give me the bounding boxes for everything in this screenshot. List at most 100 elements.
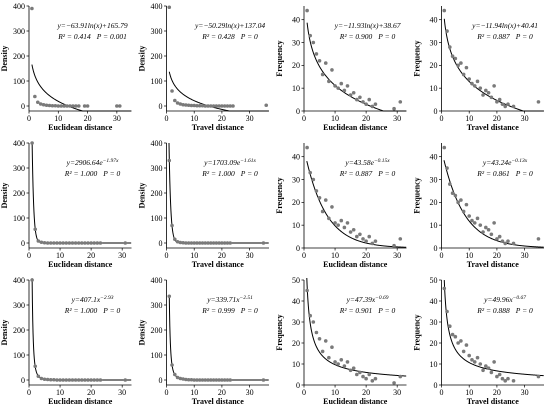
data-point — [330, 68, 334, 72]
data-point — [308, 313, 313, 318]
fit-equation: y=43.58e−0.15x — [344, 158, 390, 167]
fit-curve — [443, 18, 544, 112]
data-point — [342, 364, 347, 368]
data-point — [373, 239, 378, 243]
data-point — [445, 166, 449, 170]
data-point — [506, 102, 510, 106]
x-tick-label: 30 — [393, 251, 401, 260]
data-point — [478, 362, 483, 366]
fit-curve — [31, 64, 132, 112]
y-tick-label: 10 — [430, 84, 438, 93]
x-axis-title: Travel distance — [467, 397, 520, 406]
y-axis-title: Density — [138, 320, 147, 346]
y-tick-label: 100 — [13, 214, 25, 223]
x-tick-label: 10 — [465, 114, 473, 123]
x-axis-title: Travel distance — [192, 260, 245, 269]
chart-9: 0 100 200 300 400 0 10 20 30 Euclidean distance De… — [0, 276, 132, 406]
data-point — [48, 241, 53, 245]
fit-stats: R² = 0.888 P = 0 — [476, 306, 533, 315]
x-tick-label: 20 — [493, 388, 501, 397]
data-point — [345, 221, 350, 225]
data-point — [351, 227, 356, 232]
x-tick-label: 0 — [302, 114, 306, 123]
data-point — [472, 84, 477, 88]
data-point — [317, 337, 322, 341]
data-point — [348, 230, 353, 234]
data-point — [459, 61, 463, 65]
data-point — [68, 104, 72, 108]
data-point — [361, 100, 365, 104]
data-point — [170, 363, 174, 367]
x-tick-label: 10 — [465, 388, 473, 397]
data-point — [464, 65, 469, 70]
data-point — [264, 103, 269, 108]
data-point — [484, 88, 488, 93]
data-point — [355, 234, 359, 239]
data-point — [351, 90, 356, 95]
y-tick-label: 40 — [292, 152, 300, 161]
data-point — [486, 366, 491, 370]
fit-equation: y=47.39x−0.69 — [346, 295, 389, 304]
y-tick-label: 0 — [434, 107, 438, 116]
data-point — [211, 241, 216, 245]
data-point — [323, 339, 328, 343]
data-point — [445, 29, 449, 33]
x-axis-title: Euclidean distance — [48, 397, 113, 406]
data-point — [175, 101, 180, 105]
data-point — [184, 241, 188, 245]
y-tick-label: 300 — [13, 164, 25, 173]
x-tick-label: 30 — [521, 114, 529, 123]
data-point — [225, 104, 230, 108]
data-point — [181, 240, 185, 245]
data-point — [470, 218, 474, 223]
data-point — [361, 374, 365, 379]
data-point — [184, 103, 188, 107]
data-point — [65, 104, 69, 108]
x-tick-label: 30 — [118, 388, 126, 397]
data-point — [503, 379, 508, 383]
data-point — [178, 102, 183, 106]
x-tick-label: 10 — [190, 388, 198, 397]
data-point — [317, 58, 322, 63]
data-point — [311, 40, 316, 45]
data-point — [461, 72, 466, 77]
data-point — [48, 377, 53, 382]
data-point — [83, 378, 87, 382]
data-point — [327, 355, 331, 360]
y-axis-title: Frequency — [275, 314, 284, 350]
data-point — [461, 209, 466, 214]
y-tick-label: 100 — [151, 77, 163, 86]
data-point — [192, 103, 197, 108]
data-point — [33, 227, 38, 232]
y-tick-label: 200 — [13, 189, 25, 198]
data-point — [167, 294, 172, 299]
data-point — [58, 378, 62, 382]
y-tick-label: 200 — [13, 326, 25, 335]
data-point — [195, 378, 199, 382]
data-point — [30, 141, 34, 145]
data-point — [189, 103, 194, 108]
y-tick-label: 0 — [296, 244, 300, 253]
data-point — [56, 104, 61, 108]
fit-equation: y=339.71x−2.51 — [206, 295, 253, 304]
data-point — [470, 81, 474, 86]
data-point — [53, 103, 58, 108]
fit-stats: R² = 0.428 P = 0 — [201, 32, 258, 41]
y-tick-label: 10 — [430, 221, 438, 230]
data-point — [197, 378, 202, 382]
data-point — [470, 358, 474, 362]
fit-stats: R² = 0.999 P = 0 — [201, 306, 258, 315]
data-point — [178, 376, 183, 381]
y-tick-label: 0 — [159, 102, 163, 111]
data-point — [506, 376, 510, 381]
x-tick-label: 0 — [302, 251, 306, 260]
data-point — [228, 104, 233, 108]
data-point — [453, 56, 458, 61]
data-point — [30, 6, 34, 11]
x-tick-label: 20 — [362, 388, 370, 397]
data-point — [345, 360, 350, 364]
y-tick-label: 30 — [292, 38, 300, 47]
data-point — [115, 104, 119, 108]
